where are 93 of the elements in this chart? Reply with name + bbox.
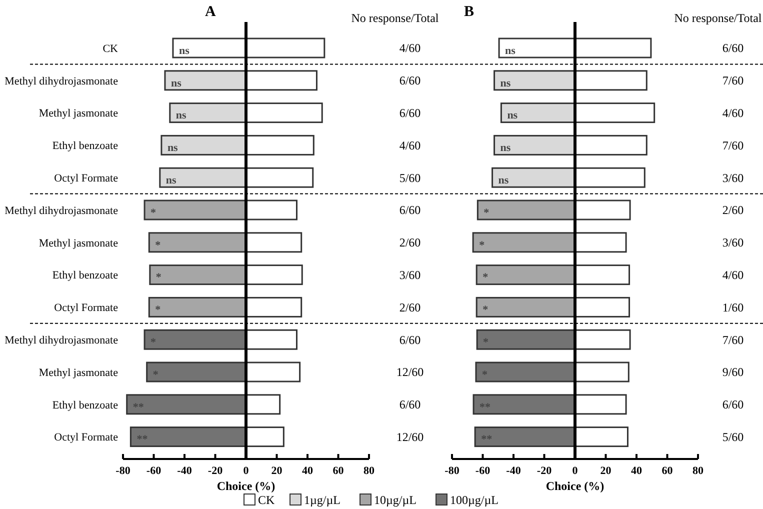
data-label: * (482, 368, 488, 381)
data-label: 2/60 (399, 236, 421, 250)
data-label: * (155, 304, 162, 316)
data-label: 4/60 (722, 268, 744, 282)
x-tick-label: -20 (536, 465, 552, 477)
data-label: 12/60 (396, 430, 424, 444)
data-label: * (155, 239, 162, 252)
legend-label: 100µg/µL (450, 493, 498, 508)
data-label: ** (136, 434, 148, 446)
data-label: * (482, 272, 489, 284)
data-label: 7/60 (722, 332, 744, 347)
annotation: No response/Total (674, 11, 762, 25)
data-label: ns (170, 77, 182, 90)
x-tick-label: -40 (177, 465, 192, 477)
y-tick-label: Ethyl benzoate (52, 399, 118, 412)
data-label: * (152, 368, 159, 381)
x-tick-label: 60 (662, 465, 674, 477)
data-label: 6/60 (399, 74, 421, 88)
y-tick-label: Ethyl benzoate (52, 270, 118, 282)
data-label: ns (498, 174, 510, 186)
data-label: * (150, 336, 157, 348)
data-label: 3/60 (399, 268, 421, 282)
y-tick-label: Octyl Formate (54, 432, 118, 444)
y-tick-label: Methyl dihydrojasmonate (4, 75, 118, 88)
data-label: 2/60 (722, 203, 744, 218)
data-label: 6/60 (399, 203, 421, 218)
data-label: 5/60 (399, 170, 421, 185)
x-tick-label: -60 (475, 465, 491, 477)
y-tick-label: Methyl dihydrojasmonate (4, 334, 118, 346)
x-tick-label: -60 (146, 465, 162, 477)
data-label: 12/60 (396, 365, 424, 380)
data-label: ** (132, 401, 144, 414)
data-label: ** (481, 434, 493, 446)
x-tick-label: 40 (631, 465, 642, 477)
x-tick-label: 0 (243, 465, 250, 477)
data-label: * (484, 206, 490, 219)
data-label: * (156, 272, 162, 284)
data-label: ns (500, 77, 512, 90)
x-tick-label: -80 (444, 465, 460, 477)
y-tick-label: Methyl dihydrojasmonate (4, 204, 118, 217)
x-tick-label: 60 (332, 465, 344, 477)
x-tick-label: 80 (692, 465, 704, 477)
data-label: 7/60 (722, 74, 744, 88)
data-label: 1/60 (722, 300, 744, 314)
x-tick-label: 0 (572, 465, 578, 477)
y-tick-label: Octyl Formate (54, 302, 118, 314)
y-tick-label: Methyl jasmonate (38, 108, 118, 120)
data-label: 6/60 (399, 106, 421, 120)
x-axis-title: Choice (%) (546, 479, 604, 493)
data-label: 6/60 (399, 332, 421, 347)
data-label: ns (178, 44, 190, 57)
y-tick-label: Octyl Formate (54, 172, 118, 184)
data-label: 5/60 (722, 430, 744, 444)
data-label: 4/60 (399, 41, 421, 56)
data-label: 3/60 (722, 236, 744, 250)
x-tick-label: 80 (364, 465, 375, 477)
data-label: ns (500, 142, 512, 154)
annotation: No response/Total (351, 11, 440, 25)
data-label: ** (480, 401, 492, 414)
data-label: 3/60 (722, 170, 744, 185)
chart-title: B (464, 4, 474, 20)
legend-label: 1µg/µL (304, 493, 340, 508)
x-tick-label: 40 (302, 465, 314, 477)
data-label: 7/60 (722, 138, 744, 152)
data-label: 2/60 (399, 300, 421, 314)
data-label: 4/60 (399, 138, 421, 152)
y-tick-label: CK (102, 42, 118, 55)
y-tick-label: Methyl jasmonate (38, 237, 118, 250)
x-axis-title: Choice (%) (216, 479, 276, 493)
y-tick-label: Ethyl benzoate (52, 140, 118, 152)
data-label: ns (176, 110, 188, 122)
data-label: * (482, 304, 489, 316)
x-tick-label: -80 (116, 465, 131, 477)
data-label: 9/60 (722, 365, 744, 380)
data-label: * (479, 239, 486, 252)
data-label: ns (507, 110, 518, 122)
data-label: ns (166, 174, 178, 186)
x-tick-label: 20 (271, 465, 283, 477)
data-label: * (150, 206, 157, 219)
legend-label: 10µg/µL (374, 493, 416, 508)
y-tick-label: Methyl jasmonate (38, 366, 118, 379)
data-label: 4/60 (722, 106, 744, 120)
data-label: 6/60 (399, 398, 421, 412)
x-tick-label: -20 (208, 465, 224, 477)
x-tick-label: -40 (506, 465, 522, 477)
data-label: * (483, 336, 490, 348)
chart-title: A (205, 4, 216, 20)
legend-label: CK (258, 493, 276, 508)
data-label: ns (167, 142, 179, 154)
data-label: 6/60 (722, 398, 744, 412)
data-label: ns (505, 44, 516, 57)
data-label: 6/60 (722, 41, 744, 56)
x-tick-label: 20 (600, 465, 612, 477)
